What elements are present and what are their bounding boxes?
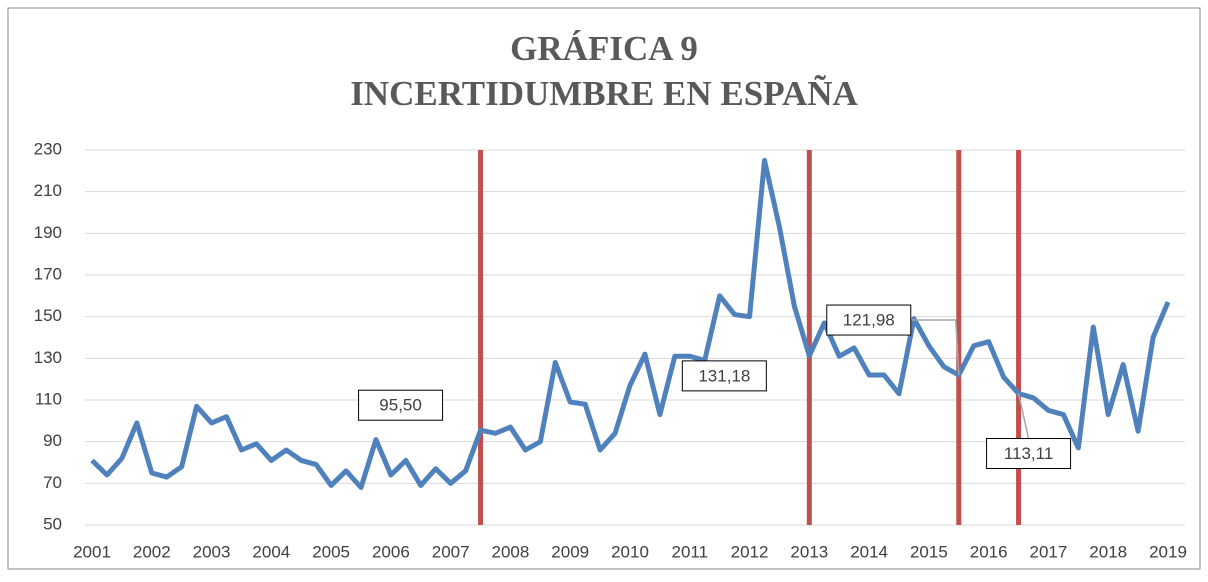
x-tick-label: 2012 [731,542,769,561]
x-tick-label: 2014 [850,542,888,561]
x-tick-label: 2008 [492,542,530,561]
y-tick-label: 70 [43,473,62,492]
data-label: 131,18 [698,366,750,385]
y-tick-label: 50 [43,514,62,533]
data-label: 113,11 [1004,444,1053,463]
y-tick-label: 150 [34,306,62,325]
x-tick-label: 2011 [671,542,708,561]
x-tick-label: 2009 [551,542,589,561]
x-tick-label: 2019 [1149,542,1187,561]
x-tick-label: 2002 [133,542,171,561]
y-tick-label: 170 [34,264,62,283]
leader-line [910,319,960,376]
y-tick-label: 230 [34,139,62,158]
leader-line [1017,393,1030,439]
chart-title: INCERTIDUMBRE EN ESPAÑA [350,74,858,113]
x-tick-label: 2017 [1030,542,1068,561]
x-tick-label: 2007 [432,542,470,561]
x-tick-label: 2018 [1089,542,1127,561]
data-label-box [358,389,444,421]
data-label-box [986,438,1072,470]
y-tick-label: 110 [35,389,62,408]
x-tick-label: 2003 [193,542,231,561]
data-label: 95,50 [379,396,422,415]
y-tick-label: 210 [34,181,62,200]
y-tick-label: 90 [43,431,62,450]
data-label-box [681,360,767,392]
y-tick-label: 130 [34,348,62,367]
x-tick-label: 2015 [910,542,948,561]
chart-border [7,7,1201,570]
x-tick-label: 2013 [790,542,828,561]
x-tick-label: 2016 [970,542,1008,561]
x-tick-label: 2005 [312,542,350,561]
x-tick-label: 2006 [372,542,410,561]
data-label: 121,98 [843,311,895,330]
y-tick-label: 190 [34,223,62,242]
data-line [90,157,1171,490]
chart-title: GRÁFICA 9 [510,29,698,68]
data-label-box [826,304,912,336]
x-tick-label: 2004 [252,542,290,561]
x-tick-label: 2010 [611,542,649,561]
x-tick-label: 2001 [73,542,111,561]
